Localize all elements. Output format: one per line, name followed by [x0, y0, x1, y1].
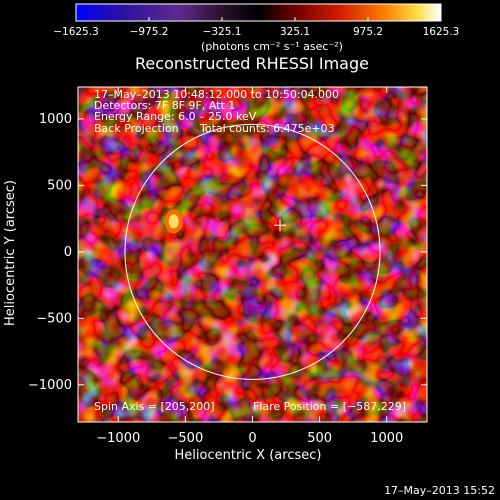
annotation-spin-axis: Spin Axis = [205,200] [94, 400, 215, 413]
flare-source-core [168, 214, 179, 229]
center-cross-marker [274, 219, 287, 232]
y-axis-label: Heliocentric Y (arcsec) [3, 180, 18, 326]
annotation-detectors: Detectors: 7F 8F 9F, Att 1 [94, 99, 235, 112]
colorbar: −1625.3 −975.2 −325.1 325.1 975.2 1625.3 (pho… [53, 3, 459, 53]
colorbar-tick-label: −325.1 [203, 26, 242, 38]
x-axis-label: Heliocentric X (arcsec) [175, 448, 322, 463]
chart-title: Reconstructed RHESSI Image [135, 54, 369, 73]
annotation-flare-position: Flare Position = [−587,229] [253, 400, 406, 413]
x-tick-label: −1000 [96, 431, 140, 446]
y-tick-label: 0 [64, 245, 72, 260]
y-tick-label: 1000 [39, 112, 72, 127]
x-tick-label: 500 [307, 431, 332, 446]
colorbar-tick-label: 325.1 [280, 26, 310, 38]
solar-limb [124, 123, 381, 380]
colorbar-gradient [75, 3, 442, 22]
colorbar-tick-label: −975.2 [130, 26, 169, 38]
colorbar-tick-label: 975.2 [353, 26, 383, 38]
x-tick-label: 0 [248, 431, 256, 446]
annotation-time-range: 17–May–2013 10:48:12.000 to 10:50:04.000 [94, 88, 339, 101]
y-axis-ticks: −1000 −500 0 500 1000 [28, 112, 427, 393]
colorbar-ticks: −1625.3 −975.2 −325.1 325.1 975.2 1625.3 [53, 17, 459, 38]
colorbar-tick-label: 1625.3 [423, 26, 460, 38]
x-tick-label: 1000 [370, 431, 403, 446]
annotation-energy: Energy Range: 6.0 – 25.0 keV [94, 110, 257, 123]
bright-sources [164, 209, 183, 234]
colorbar-units: (photons cm⁻² s⁻¹ asec⁻²) [201, 40, 343, 53]
plot-area: −1000 −500 0 500 1000 −1000 −500 0 500 1000 17–M… [28, 86, 428, 446]
annotation-method: Back Projection [94, 122, 179, 135]
x-axis-ticks: −1000 −500 0 500 1000 [96, 87, 403, 446]
y-tick-label: −500 [36, 311, 72, 326]
footer-date: 17–May–2013 15:52 [384, 484, 495, 497]
annotation-counts: Total counts: 6.475e+03 [199, 122, 335, 135]
x-tick-label: −500 [168, 431, 204, 446]
colorbar-tick-label: −1625.3 [53, 26, 99, 38]
y-tick-label: 500 [47, 178, 72, 193]
y-tick-label: −1000 [28, 378, 72, 393]
intensity-map [78, 87, 427, 422]
